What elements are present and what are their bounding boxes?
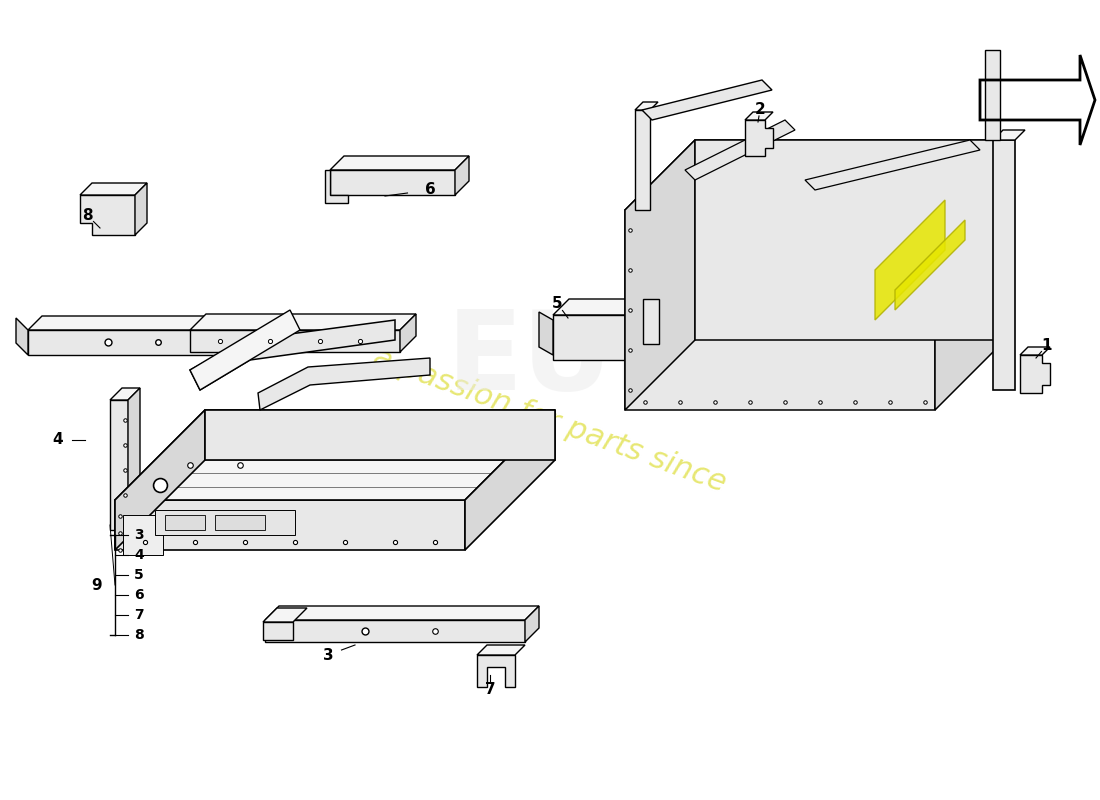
Polygon shape bbox=[165, 515, 205, 530]
Polygon shape bbox=[553, 315, 643, 360]
Polygon shape bbox=[477, 655, 515, 687]
Polygon shape bbox=[324, 170, 348, 203]
Text: 4: 4 bbox=[134, 548, 144, 562]
Text: 3: 3 bbox=[134, 528, 144, 542]
Polygon shape bbox=[745, 120, 773, 156]
Text: 5: 5 bbox=[134, 568, 144, 582]
Text: 7: 7 bbox=[134, 608, 144, 622]
Polygon shape bbox=[1020, 347, 1050, 355]
Polygon shape bbox=[214, 515, 265, 530]
Polygon shape bbox=[465, 410, 556, 550]
Polygon shape bbox=[135, 183, 147, 235]
Text: 3: 3 bbox=[322, 647, 333, 662]
Text: 5: 5 bbox=[552, 295, 562, 310]
Polygon shape bbox=[190, 330, 400, 352]
Polygon shape bbox=[625, 140, 695, 410]
Polygon shape bbox=[265, 620, 525, 642]
Polygon shape bbox=[223, 316, 236, 355]
Text: 4: 4 bbox=[53, 433, 64, 447]
Polygon shape bbox=[263, 608, 307, 622]
Polygon shape bbox=[28, 330, 223, 355]
Polygon shape bbox=[205, 410, 556, 460]
Polygon shape bbox=[695, 140, 1005, 340]
Polygon shape bbox=[874, 200, 945, 320]
Polygon shape bbox=[745, 112, 773, 120]
Polygon shape bbox=[80, 183, 147, 195]
Polygon shape bbox=[330, 170, 455, 195]
Text: EURO: EURO bbox=[447, 306, 793, 414]
Polygon shape bbox=[895, 220, 965, 310]
Text: a passion for parts since: a passion for parts since bbox=[370, 342, 730, 498]
Polygon shape bbox=[455, 156, 469, 195]
Polygon shape bbox=[258, 358, 430, 410]
Polygon shape bbox=[1020, 355, 1050, 393]
Polygon shape bbox=[644, 299, 659, 360]
Polygon shape bbox=[993, 140, 1015, 390]
Text: 2: 2 bbox=[755, 102, 766, 118]
Polygon shape bbox=[110, 388, 140, 400]
Polygon shape bbox=[190, 314, 416, 330]
Text: 9: 9 bbox=[91, 578, 102, 593]
Polygon shape bbox=[635, 110, 650, 210]
Polygon shape bbox=[116, 410, 205, 550]
Text: 8: 8 bbox=[134, 628, 144, 642]
Polygon shape bbox=[330, 156, 469, 170]
Polygon shape bbox=[190, 320, 395, 390]
Text: PARTS: PARTS bbox=[632, 319, 927, 401]
Polygon shape bbox=[16, 318, 28, 355]
Polygon shape bbox=[685, 120, 795, 180]
Text: 6: 6 bbox=[425, 182, 436, 198]
Polygon shape bbox=[525, 606, 539, 642]
Polygon shape bbox=[80, 195, 135, 235]
Polygon shape bbox=[116, 410, 556, 500]
Polygon shape bbox=[935, 140, 1005, 410]
Polygon shape bbox=[553, 299, 659, 315]
Polygon shape bbox=[123, 515, 163, 555]
Text: 1: 1 bbox=[1042, 338, 1053, 353]
Polygon shape bbox=[265, 606, 539, 620]
Polygon shape bbox=[263, 622, 293, 640]
Polygon shape bbox=[128, 388, 140, 530]
Polygon shape bbox=[477, 645, 525, 655]
Polygon shape bbox=[625, 140, 1005, 210]
Polygon shape bbox=[155, 510, 295, 535]
Polygon shape bbox=[805, 140, 980, 190]
Polygon shape bbox=[642, 80, 772, 120]
Text: 8: 8 bbox=[81, 207, 92, 222]
Polygon shape bbox=[984, 50, 1000, 140]
Polygon shape bbox=[116, 500, 465, 550]
Polygon shape bbox=[635, 102, 658, 110]
Polygon shape bbox=[28, 316, 236, 330]
Polygon shape bbox=[539, 312, 553, 355]
Polygon shape bbox=[644, 299, 659, 344]
Polygon shape bbox=[993, 130, 1025, 140]
Text: 6: 6 bbox=[134, 588, 144, 602]
Text: 7: 7 bbox=[485, 682, 495, 698]
Polygon shape bbox=[190, 310, 300, 390]
Polygon shape bbox=[110, 400, 128, 530]
Polygon shape bbox=[400, 314, 416, 352]
Polygon shape bbox=[625, 210, 935, 410]
